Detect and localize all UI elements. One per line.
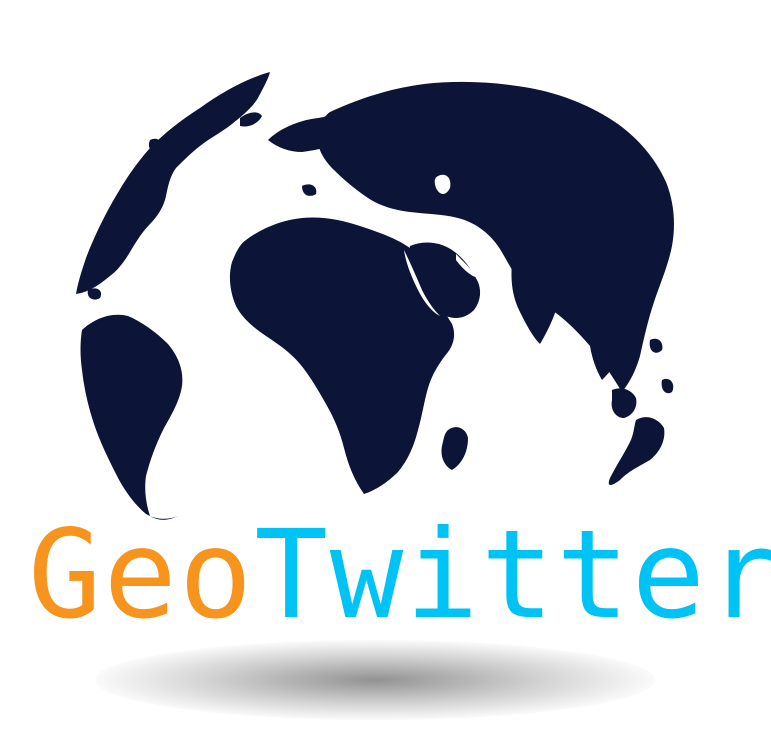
logo-word-geo: Geo: [28, 504, 255, 646]
globe-icon: [76, 72, 674, 520]
logo-wordmark: GeoTwitter: [28, 504, 771, 646]
logo-word-twitter: Twitter: [254, 504, 771, 646]
ground-shadow: [95, 640, 655, 720]
